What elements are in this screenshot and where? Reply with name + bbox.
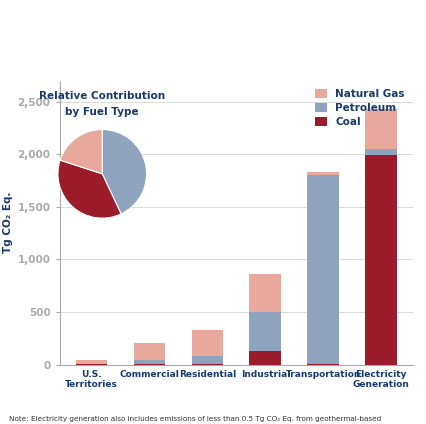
- Bar: [75, 364, 107, 365]
- Text: Emissions from Fossil Fuel: Emissions from Fossil Fuel: [220, 12, 426, 27]
- Bar: [192, 356, 223, 364]
- Bar: [250, 351, 281, 365]
- Y-axis label: Tg CO₂ Eq.: Tg CO₂ Eq.: [3, 192, 14, 254]
- Bar: [250, 312, 281, 351]
- Text: by Fuel Type: by Fuel Type: [66, 107, 139, 117]
- Wedge shape: [102, 130, 147, 214]
- Bar: [192, 364, 223, 365]
- Wedge shape: [58, 160, 121, 218]
- Bar: [366, 155, 397, 365]
- Text: Combustion by Sector and Fuel Type: Combustion by Sector and Fuel Type: [62, 43, 364, 58]
- Bar: [133, 343, 165, 360]
- Bar: [133, 364, 165, 365]
- Bar: [133, 360, 165, 364]
- Bar: [75, 360, 107, 364]
- Bar: [308, 172, 340, 175]
- Bar: [308, 364, 340, 365]
- Text: 2: 2: [214, 21, 221, 31]
- Bar: [366, 149, 397, 155]
- Text: Note: Electricity generation also includes emissions of less than 0.5 Tg CO₂ Eq.: Note: Electricity generation also includ…: [9, 416, 381, 422]
- Legend: Natural Gas, Petroleum, Coal: Natural Gas, Petroleum, Coal: [311, 86, 408, 130]
- Wedge shape: [60, 130, 102, 174]
- Bar: [250, 274, 281, 312]
- Text: 2006 CO: 2006 CO: [144, 12, 213, 27]
- Text: Relative Contribution: Relative Contribution: [39, 91, 165, 101]
- Bar: [366, 109, 397, 149]
- Bar: [308, 175, 340, 364]
- Bar: [192, 330, 223, 356]
